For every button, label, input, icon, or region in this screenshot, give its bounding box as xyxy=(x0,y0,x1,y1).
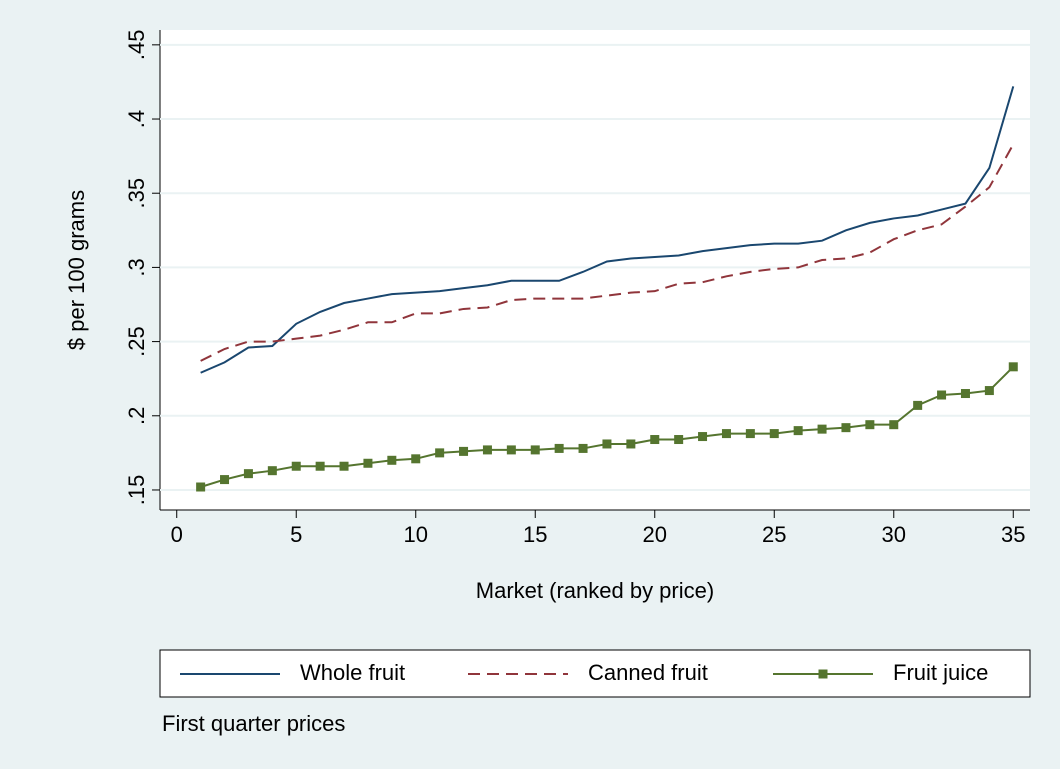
legend-box xyxy=(159,649,1031,698)
y-tick-label: .45 xyxy=(124,30,149,61)
series-line xyxy=(200,143,1015,362)
y-tick-label: .4 xyxy=(124,110,149,128)
point-marker xyxy=(602,439,612,449)
point-marker xyxy=(339,461,349,471)
point-marker xyxy=(721,429,731,439)
point-marker xyxy=(482,445,492,455)
point-marker xyxy=(817,424,827,434)
point-marker xyxy=(459,446,469,456)
x-tick-label: 15 xyxy=(523,522,547,547)
x-tick-label: 20 xyxy=(643,522,667,547)
y-tick-label: .15 xyxy=(124,475,149,506)
x-tick-label: 5 xyxy=(290,522,302,547)
point-marker xyxy=(841,423,851,433)
point-marker xyxy=(674,435,684,445)
legend-marker xyxy=(818,669,828,679)
point-marker xyxy=(793,426,803,436)
point-marker xyxy=(291,461,301,471)
point-marker xyxy=(769,429,779,439)
point-marker xyxy=(220,475,230,485)
point-marker xyxy=(889,420,899,430)
point-marker xyxy=(650,435,660,445)
note: First quarter prices xyxy=(162,711,345,736)
y-tick-label: .25 xyxy=(124,326,149,357)
point-marker xyxy=(196,482,206,492)
y-tick-label: .2 xyxy=(124,407,149,425)
plot-area xyxy=(160,30,1030,510)
point-marker xyxy=(960,389,970,399)
point-marker xyxy=(865,420,875,430)
point-marker xyxy=(387,455,397,465)
point-marker xyxy=(435,448,445,458)
point-marker xyxy=(626,439,636,449)
x-tick-label: 10 xyxy=(403,522,427,547)
point-marker xyxy=(578,443,588,453)
y-tick-label: .3 xyxy=(124,258,149,276)
point-marker xyxy=(554,443,564,453)
point-marker xyxy=(506,445,516,455)
point-marker xyxy=(243,469,253,479)
series-line xyxy=(200,86,1015,374)
point-marker xyxy=(363,458,373,468)
x-tick-label: 0 xyxy=(171,522,183,547)
point-marker xyxy=(530,445,540,455)
point-marker xyxy=(745,429,755,439)
x-tick-label: 30 xyxy=(882,522,906,547)
legend-label: Fruit juice xyxy=(893,660,988,685)
legend-label: Canned fruit xyxy=(588,660,708,685)
point-marker xyxy=(315,461,325,471)
point-marker xyxy=(411,454,421,464)
point-marker xyxy=(698,432,708,442)
legend-label: Whole fruit xyxy=(300,660,405,685)
x-tick-label: 35 xyxy=(1001,522,1025,547)
x-tick-label: 25 xyxy=(762,522,786,547)
point-marker xyxy=(267,466,277,476)
y-axis-label: $ per 100 grams xyxy=(64,190,89,350)
y-tick-label: .35 xyxy=(124,178,149,209)
x-axis-label: Market (ranked by price) xyxy=(476,578,714,603)
point-marker xyxy=(984,386,994,396)
point-marker xyxy=(937,390,947,400)
point-marker xyxy=(913,400,923,410)
point-marker xyxy=(1008,362,1018,372)
